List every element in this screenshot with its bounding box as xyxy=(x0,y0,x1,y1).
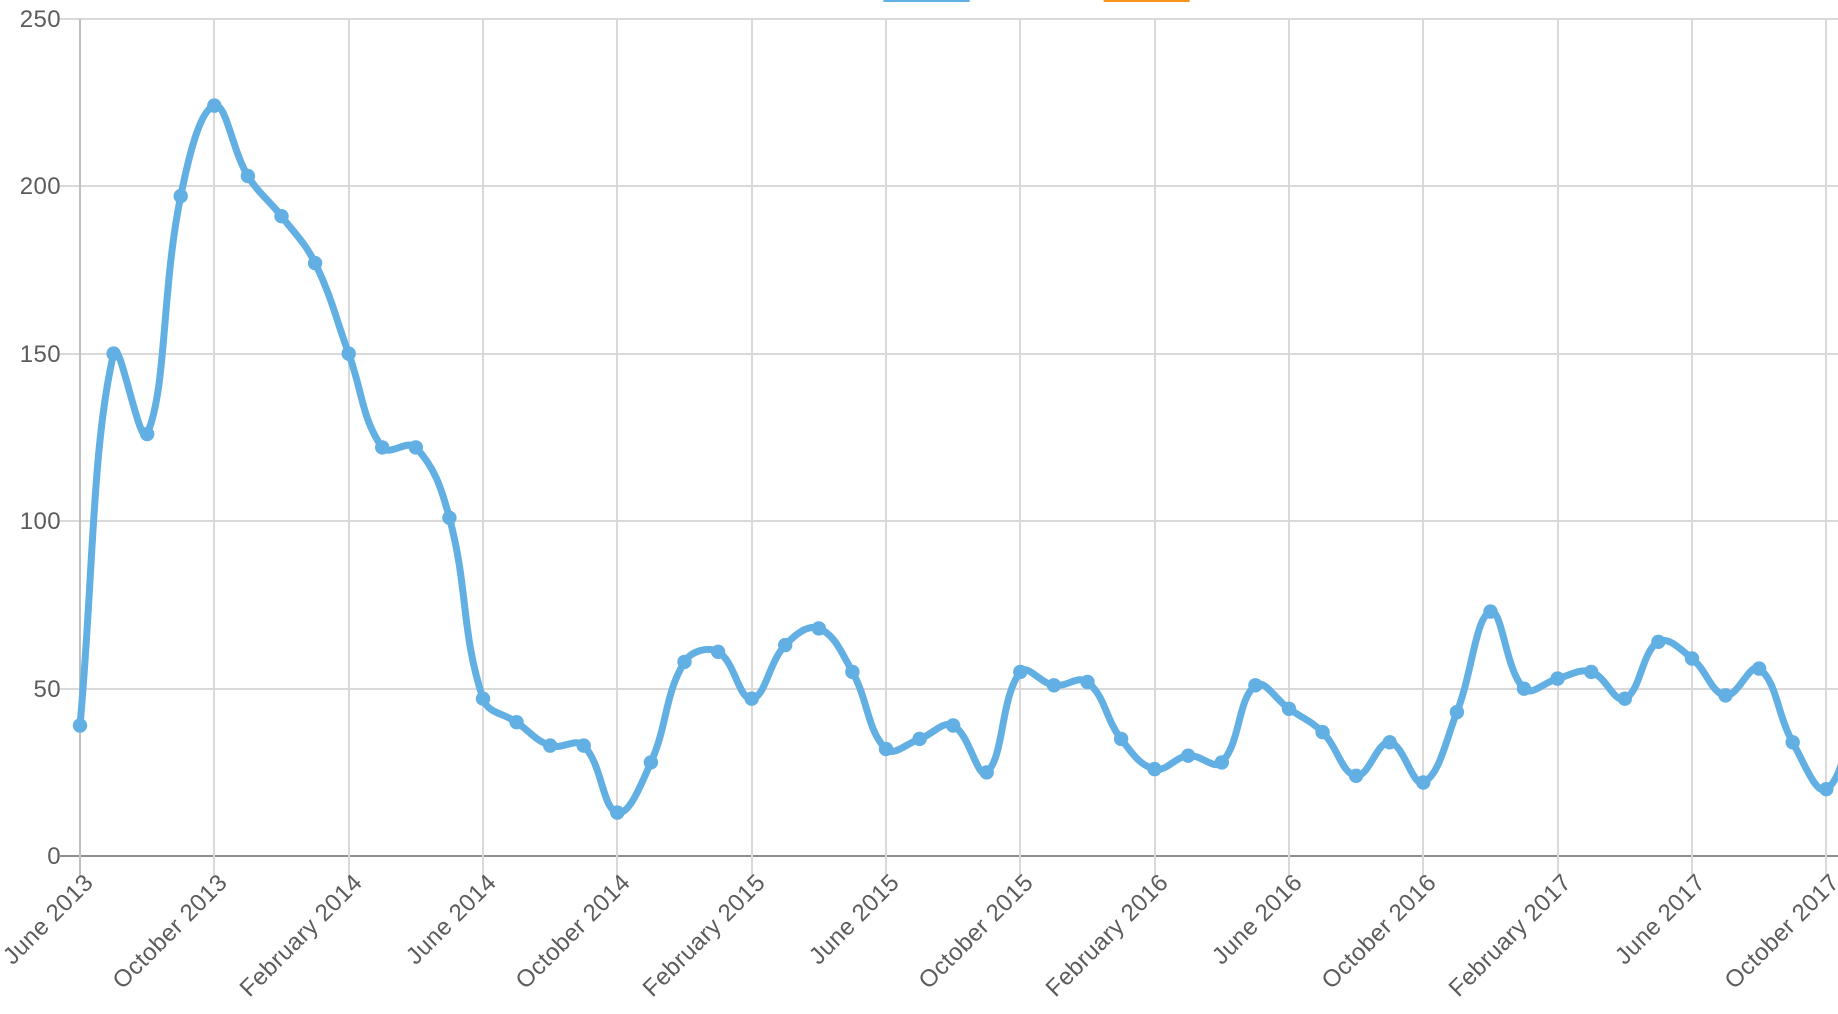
svg-text:50: 50 xyxy=(34,676,62,703)
svg-text:100: 100 xyxy=(20,508,61,535)
svg-text:200: 200 xyxy=(20,173,61,200)
svg-text:0: 0 xyxy=(47,843,61,870)
svg-text:250: 250 xyxy=(20,6,61,33)
svg-text:150: 150 xyxy=(20,341,61,368)
